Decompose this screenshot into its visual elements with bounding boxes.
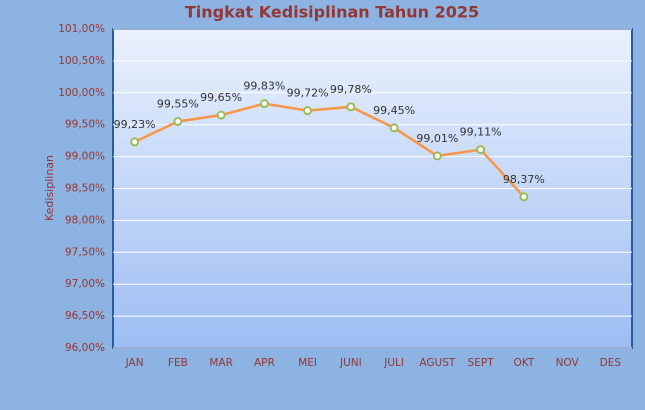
marker [476,145,486,155]
x-tick-label: MEI [298,357,317,369]
y-tick-label: 99,00% [65,151,105,163]
x-tick-label: JULI [383,357,404,369]
x-tick-label: APR [254,357,275,369]
y-axis-label: Kedisiplinan [43,155,56,221]
value-label: 99,11% [460,126,502,139]
value-label: 99,55% [157,98,199,111]
x-tick-label: JUNI [339,357,362,369]
marker [173,117,183,127]
x-tick-label: JAN [125,357,144,369]
value-label: 99,45% [373,104,415,117]
y-tick-label: 97,50% [65,246,105,258]
y-tick-label: 100,50% [58,55,105,67]
y-tick-label: 98,00% [65,214,105,226]
value-label: 99,78% [330,83,372,96]
x-tick-label: FEB [168,357,188,369]
value-label: 99,01% [416,132,458,145]
x-tick-label: DES [600,357,622,369]
value-label: 99,72% [287,87,329,100]
y-tick-label: 101,00% [58,23,105,35]
y-tick-label: 98,50% [65,183,105,195]
x-tick-label: SEPT [468,357,495,369]
marker [259,99,269,109]
value-label: 99,83% [243,80,285,93]
y-tick-label: 96,50% [65,310,105,322]
y-tick-label: 97,00% [65,278,105,290]
value-label: 99,65% [200,91,242,104]
value-label: 98,37% [503,173,545,186]
value-label: 99,23% [114,118,156,131]
marker [346,102,356,112]
marker [130,137,140,147]
marker [432,151,442,161]
y-tick-label: 99,50% [65,119,105,131]
x-tick-label: AGUST [419,357,455,369]
chart-title: Tingkat Kedisiplinan Tahun 2025 [185,3,479,22]
x-tick-label: MAR [209,357,233,369]
y-tick-label: 100,00% [58,87,105,99]
line [134,102,525,198]
marker [389,123,399,133]
marker [216,110,226,120]
x-tick-label: OKT [514,357,535,369]
marker [303,106,313,116]
x-tick-label: NOV [556,357,580,369]
marker [519,192,529,202]
y-tick-label: 96,00% [65,342,105,354]
